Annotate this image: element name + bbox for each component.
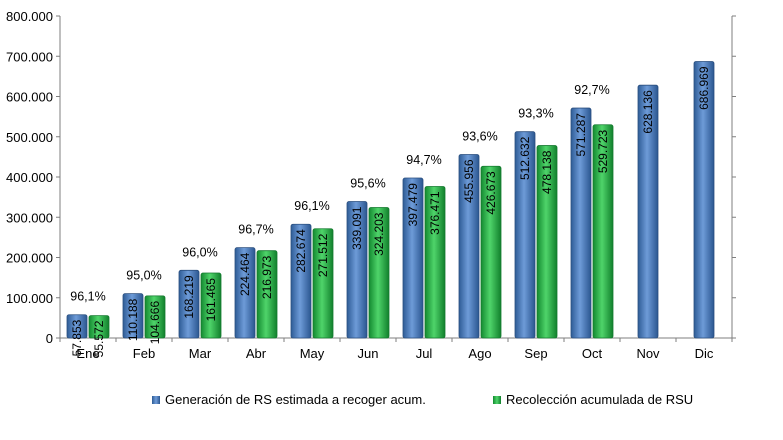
bar-series-1: [458, 154, 480, 339]
legend-label-series-2: Recolección acumulada de RSU: [506, 392, 694, 407]
value-label-series-1: 110.188: [126, 298, 140, 341]
y-tick-label: 600.000: [6, 90, 53, 105]
chart-bars: [66, 61, 715, 339]
percent-label: 96,7%: [238, 223, 273, 237]
bar-chart: 0 100.000 200.000 300.000 400.000 500.000 600.…: [6, 9, 736, 361]
bar-series-1: [66, 314, 88, 339]
y-axis-ticks: 0 100.000 200.000 300.000 400.000 500.000 600.…: [6, 9, 736, 346]
bar-series-2: [144, 295, 166, 339]
x-tick-label: Feb: [133, 346, 155, 361]
legend-label-series-1: Generación de RS estimada a recoger acum…: [165, 392, 426, 407]
bar-series-1: [346, 201, 368, 339]
value-label-series-1: 628.136: [641, 90, 655, 134]
x-tick-label: Jul: [416, 346, 433, 361]
y-tick-label: 300.000: [6, 210, 53, 225]
bar-series-2: [480, 165, 502, 339]
x-tick-label: Dic: [695, 346, 714, 361]
bar-series-2: [424, 186, 446, 339]
y-tick-label: 400.000: [6, 170, 53, 185]
bar-series-1: [637, 84, 659, 339]
legend-item-series-1: Generación de RS estimada a recoger acum…: [152, 392, 426, 407]
chart-legend: Generación de RS estimada a recoger acum…: [0, 392, 783, 416]
value-label-series-1: 168.219: [182, 275, 196, 319]
chart-axes: [59, 16, 733, 339]
value-label-series-2: 478.138: [540, 150, 554, 194]
bar-series-2: [312, 228, 334, 339]
bar-series-2: [536, 145, 558, 339]
percent-label: 95,6%: [350, 177, 385, 191]
value-label-series-2: 161.465: [204, 278, 218, 322]
percent-label: 92,7%: [574, 83, 609, 97]
percent-label: 96,1%: [70, 290, 105, 304]
legend-swatch-series-2: [493, 395, 501, 404]
bar-series-1: [570, 107, 592, 339]
value-label-series-1: 397.479: [406, 183, 420, 227]
percent-label: 93,3%: [518, 107, 553, 121]
bar-series-2: [200, 272, 222, 339]
percent-label: 93,6%: [462, 129, 497, 143]
value-label-series-2: 376.471: [428, 191, 442, 235]
value-label-series-1: 57.853: [70, 319, 84, 356]
bar-series-2: [368, 207, 390, 339]
bar-series-1: [290, 223, 312, 339]
x-tick-label: Sep: [524, 346, 547, 361]
x-tick-label: Abr: [246, 346, 267, 361]
bar-series-1: [234, 247, 256, 339]
x-tick-label: Jun: [358, 346, 379, 361]
bar-series-1: [178, 269, 200, 339]
value-label-series-1: 686.969: [697, 66, 711, 110]
x-tick-label: May: [300, 346, 325, 361]
chart-data-labels: 57.853 55.572 96,1% 110.188 104.666 95,0% 168.…: [70, 66, 711, 357]
percent-label: 96,1%: [294, 199, 329, 213]
y-tick-label: 0: [46, 331, 53, 346]
bar-series-2: [592, 124, 614, 339]
value-label-series-2: 426.673: [484, 171, 498, 215]
value-label-series-1: 339.091: [350, 206, 364, 250]
value-label-series-1: 224.464: [238, 252, 252, 296]
value-label-series-2: 104.666: [148, 301, 162, 345]
y-tick-label: 800.000: [6, 9, 53, 24]
x-tick-label: Ene: [76, 346, 99, 361]
bar-series-1: [122, 293, 144, 339]
value-label-series-2: 529.723: [596, 129, 610, 173]
value-label-series-1: 282.674: [294, 229, 308, 273]
x-tick-label: Oct: [582, 346, 603, 361]
bar-series-1: [693, 61, 715, 339]
bar-series-2: [88, 315, 110, 339]
y-tick-label: 200.000: [6, 251, 53, 266]
value-label-series-1: 512.632: [518, 136, 532, 180]
y-tick-label: 100.000: [6, 291, 53, 306]
x-tick-label: Nov: [636, 346, 660, 361]
value-label-series-2: 271.512: [316, 233, 330, 277]
value-label-series-2: 216.973: [260, 255, 274, 299]
bar-series-2: [256, 250, 278, 339]
x-tick-label: Mar: [189, 346, 212, 361]
value-label-series-1: 455.956: [462, 159, 476, 203]
bar-series-1: [514, 131, 536, 339]
value-label-series-2: 55.572: [92, 320, 106, 357]
bar-series-1: [402, 177, 424, 339]
percent-label: 94,7%: [406, 153, 441, 167]
value-label-series-2: 324.203: [372, 212, 386, 256]
y-tick-label: 700.000: [6, 49, 53, 64]
y-tick-label: 500.000: [6, 130, 53, 145]
x-axis-ticks: Ene Feb Mar Abr May Jun Jul Ago Sep Oct Nov Dic: [59, 338, 733, 361]
value-label-series-1: 571.287: [574, 113, 588, 157]
legend-swatch-series-1: [152, 395, 160, 404]
legend-item-series-2: Recolección acumulada de RSU: [493, 392, 693, 407]
x-tick-label: Ago: [468, 346, 491, 361]
percent-label: 95,0%: [126, 269, 161, 283]
percent-label: 96,0%: [182, 245, 217, 259]
